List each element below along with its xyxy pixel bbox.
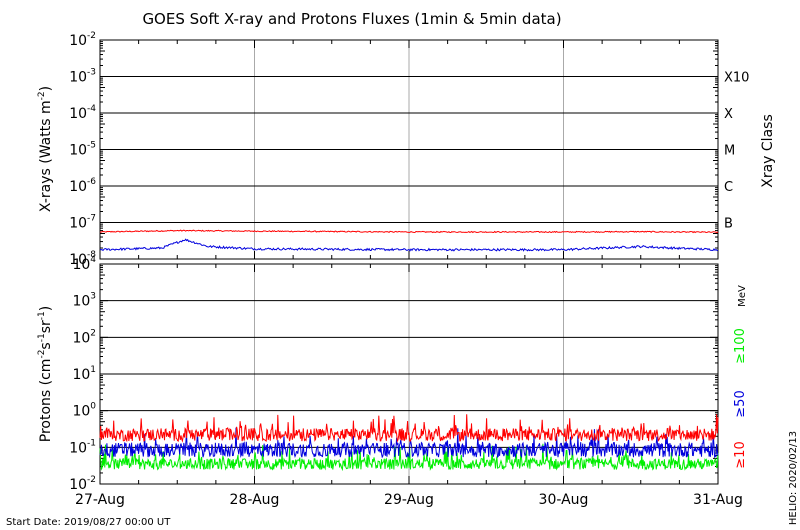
y-tick-label: 10-4 [69,104,96,122]
energy-unit-label: MeV [737,285,748,307]
y-tick-label: 10-2 [69,31,96,49]
y-tick-label: 10-3 [69,68,96,86]
xray-class-x10: X10 [724,71,749,86]
x-tick-label: 29-Aug [384,492,434,508]
y-tick-label: 102 [72,328,96,346]
proton-series-green [99,443,719,472]
y-tick-label: 10-8 [69,250,96,268]
xray-class-axis-label: Xray Class [760,114,776,188]
xray-series-red [99,229,719,234]
energy-label-green: ≥100 [733,328,748,364]
xray-class-b: B [724,217,733,232]
xray-class-m: M [724,144,735,159]
y-tick-label: 10-5 [69,141,96,159]
energy-label-red: ≥10 [733,441,748,468]
y-tick-label: 103 [72,292,96,310]
xray-y-axis-label: X-rays (Watts m-2) [37,86,54,212]
y-tick-label: 10-2 [69,475,96,493]
energy-label-blue: ≥50 [733,390,748,417]
y-tick-label: 10-6 [69,177,96,195]
xray-class-c: C [724,180,733,195]
y-tick-label: 100 [72,402,96,420]
xray-series-blue [99,238,719,252]
start-date-label: Start Date: 2019/08/27 00:00 UT [6,517,171,528]
x-tick-label: 30-Aug [539,492,589,508]
xray-class-x: X [724,107,733,122]
chart-title: GOES Soft X-ray and Protons Fluxes (1min… [142,10,561,28]
y-tick-label: 10-1 [69,438,96,456]
x-tick-label: 28-Aug [230,492,280,508]
proton-series-blue [99,427,719,459]
y-tick-label: 104 [72,255,96,273]
proton-panel: 10-2 10-1 100 101 102 103 104 27-Aug 28-Aug 29-Au… [69,255,748,508]
proton-series-red [99,414,719,443]
x-tick-label: 27-Aug [75,492,125,508]
x-tick-label: 31-Aug [693,492,743,508]
y-tick-label: 10-7 [69,214,96,232]
xray-panel: 10-8 10-7 10-6 10-5 10-4 10-3 10-2 B C M X X10 [69,31,749,268]
y-tick-label: 101 [72,365,96,383]
proton-y-axis-label: Protons (cm-2s-1sr-1) [37,306,54,442]
helio-date-label: HELIO: 2020/02/13 [788,431,799,525]
